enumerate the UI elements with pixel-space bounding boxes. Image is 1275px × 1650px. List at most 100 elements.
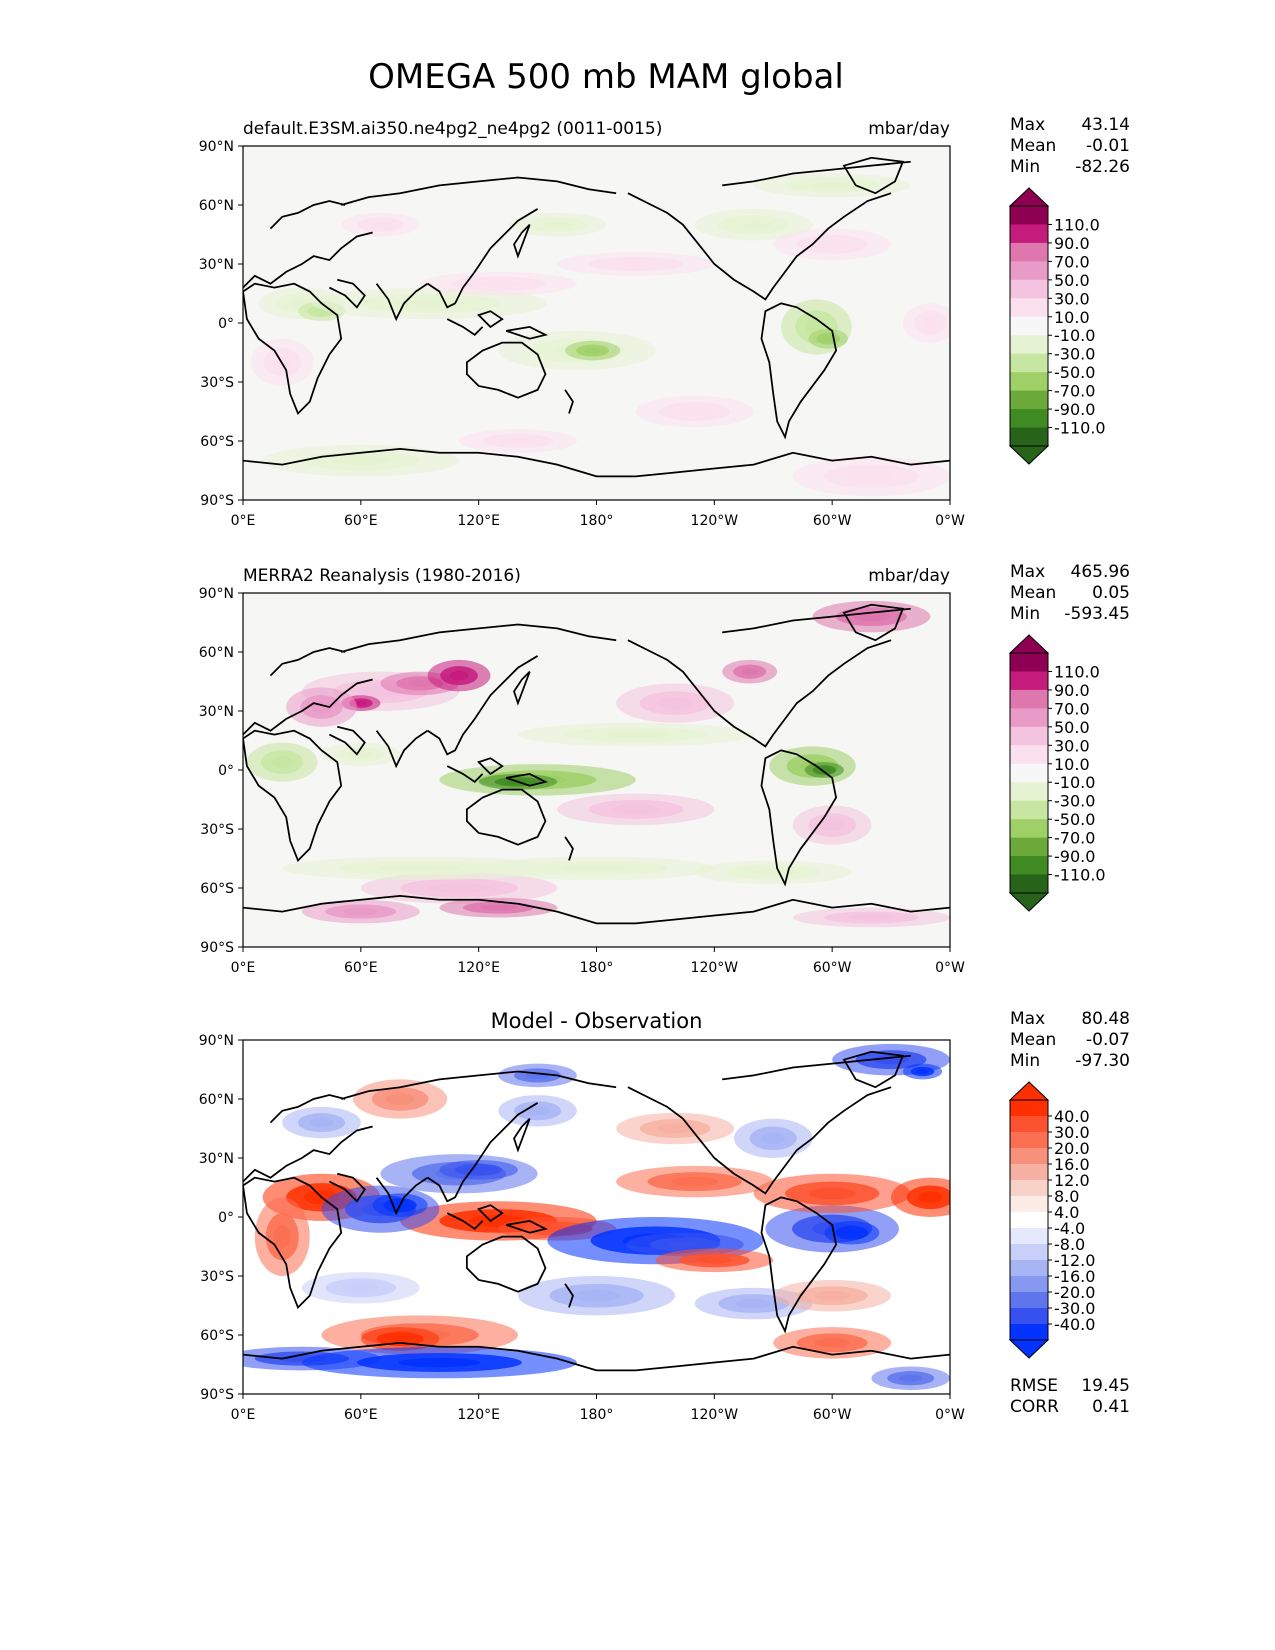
map-contour-region [677, 406, 713, 417]
colorbar-tick-label: -16.0 [1054, 1267, 1095, 1286]
colorbar-extend-min [1008, 892, 1050, 912]
x-tick-label: 180° [580, 960, 614, 976]
colorbar-tick-label: 70.0 [1054, 699, 1090, 718]
map-contour-region [822, 335, 835, 342]
colorbar-tick-label: 90.0 [1054, 234, 1090, 253]
map-contour-region [922, 317, 939, 329]
y-tick-label: 90°S [200, 940, 234, 956]
map-contour-region [449, 670, 469, 681]
panel-title-left: MERRA2 Reanalysis (1980-2016) [243, 566, 521, 586]
colorbar-tick-label: 70.0 [1054, 252, 1090, 271]
colorbar-segment [1010, 390, 1048, 410]
map-contour-region [808, 181, 856, 189]
figure-title: OMEGA 500 mb MAM global [368, 57, 844, 97]
map-contour-region [349, 750, 373, 758]
colorbar-tick-label: 10.0 [1054, 308, 1090, 327]
y-tick-label: 30°N [199, 257, 234, 273]
panel-diff: Model - Observation 90°N 60°N 30°N 0° 30°S 60°… [199, 1009, 1130, 1423]
colorbar-segment [1010, 1180, 1048, 1197]
colorbar-frame [1009, 652, 1049, 894]
map-contour-region [657, 697, 693, 710]
colorbar-segment [1010, 409, 1048, 429]
x-tick-label: 180° [580, 513, 614, 529]
colorbar-tick-label: -50.0 [1054, 810, 1095, 829]
panel-units: mbar/day [868, 119, 950, 139]
y-tick-label: 90°N [199, 586, 234, 602]
colorbar-segment [1010, 1148, 1048, 1165]
x-tick-label: 120°W [691, 513, 739, 529]
map-contour-region [368, 221, 393, 229]
colorbar-tick-label: 50.0 [1054, 718, 1090, 737]
colorbar-tick-label: 30.0 [1054, 736, 1090, 755]
colorbar-segment [1010, 1116, 1048, 1133]
colorbar-tick-label: -8.0 [1054, 1235, 1085, 1254]
y-tick-label: 90°S [200, 493, 234, 509]
stat-value: -0.07 [1086, 1030, 1130, 1050]
x-tick-label: 60°E [344, 1407, 378, 1423]
map-contour-region [274, 1224, 291, 1249]
map-field [243, 600, 950, 928]
colorbar-tick-label: -90.0 [1054, 400, 1095, 419]
map-contour-region [808, 1187, 856, 1200]
colorbar-segment [1010, 1228, 1048, 1245]
colorbar-tick-label: -30.0 [1054, 792, 1095, 811]
x-tick-label: 0°E [231, 960, 256, 976]
colorbar-segment [1010, 671, 1048, 691]
map-contour-region [354, 700, 367, 706]
map-contour-region [331, 455, 391, 466]
panel-model: default.E3SM.ai350.ne4pg2_ne4pg2 (0011-0… [199, 115, 1130, 529]
stat-label: Mean [1010, 1030, 1056, 1050]
panel-obs: MERRA2 Reanalysis (1980-2016) mbar/day 90°… [199, 562, 1130, 976]
colorbar-segment [1010, 298, 1048, 318]
map-contour-region [735, 1298, 772, 1309]
map-contour-region [561, 864, 632, 872]
colorbar-segment [1010, 726, 1048, 746]
stat-label: Min [1010, 1051, 1040, 1071]
colorbar-segment [1010, 1260, 1048, 1277]
colorbar-segment [1010, 206, 1048, 225]
colorbar-segment [1010, 1212, 1048, 1229]
map-contour-region [612, 260, 660, 268]
stat-label: Max [1010, 562, 1045, 582]
map-contour-region [474, 280, 522, 288]
y-tick-label: 0° [218, 763, 234, 779]
x-tick-label: 0°W [935, 1407, 965, 1423]
y-tick-label: 30°S [200, 375, 234, 391]
map-contour-region [696, 1256, 733, 1264]
colorbar-tick-label: -110.0 [1054, 419, 1106, 438]
colorbar-segment [1010, 708, 1048, 728]
map-contour-region [542, 221, 572, 229]
colorbar: 110.090.070.050.030.010.0-10.0-30.0-50.0… [1008, 187, 1106, 465]
stat-label: Min [1010, 157, 1040, 177]
stat-value: -97.30 [1075, 1051, 1130, 1071]
x-tick-label: 60°W [813, 960, 852, 976]
colorbar-segment [1010, 224, 1048, 244]
colorbar-segment [1010, 279, 1048, 299]
colorbar-segment [1010, 1244, 1048, 1261]
colorbar-segment [1010, 763, 1048, 783]
x-tick-label: 60°E [344, 960, 378, 976]
x-tick-label: 0°W [935, 960, 965, 976]
x-tick-label: 60°E [344, 513, 378, 529]
x-tick-label: 120°W [691, 960, 739, 976]
colorbar-tick-label: -20.0 [1054, 1283, 1095, 1302]
map-contour-region [898, 1374, 923, 1382]
map-contour-region [741, 668, 758, 676]
map-field [243, 156, 950, 497]
map-contour-region [572, 1289, 621, 1302]
colorbar-tick-label: 50.0 [1054, 271, 1090, 290]
colorbar-tick-label: -40.0 [1054, 1315, 1095, 1334]
stat-label: Max [1010, 1009, 1045, 1029]
stat-label: Mean [1010, 136, 1056, 156]
map-contour-region [657, 1123, 693, 1134]
colorbar-segment [1010, 316, 1048, 336]
map-contour-region [407, 679, 432, 688]
map-contour-region [480, 904, 516, 911]
extra-stat-label: RMSE [1010, 1376, 1058, 1396]
colorbar-segment [1010, 261, 1048, 281]
colorbar-extend-max [1008, 187, 1050, 207]
map-contour-region [918, 1191, 943, 1204]
colorbar-tick-label: -110.0 [1054, 866, 1106, 885]
colorbar-extend-max [1008, 634, 1050, 654]
map-contour-region [847, 914, 896, 921]
